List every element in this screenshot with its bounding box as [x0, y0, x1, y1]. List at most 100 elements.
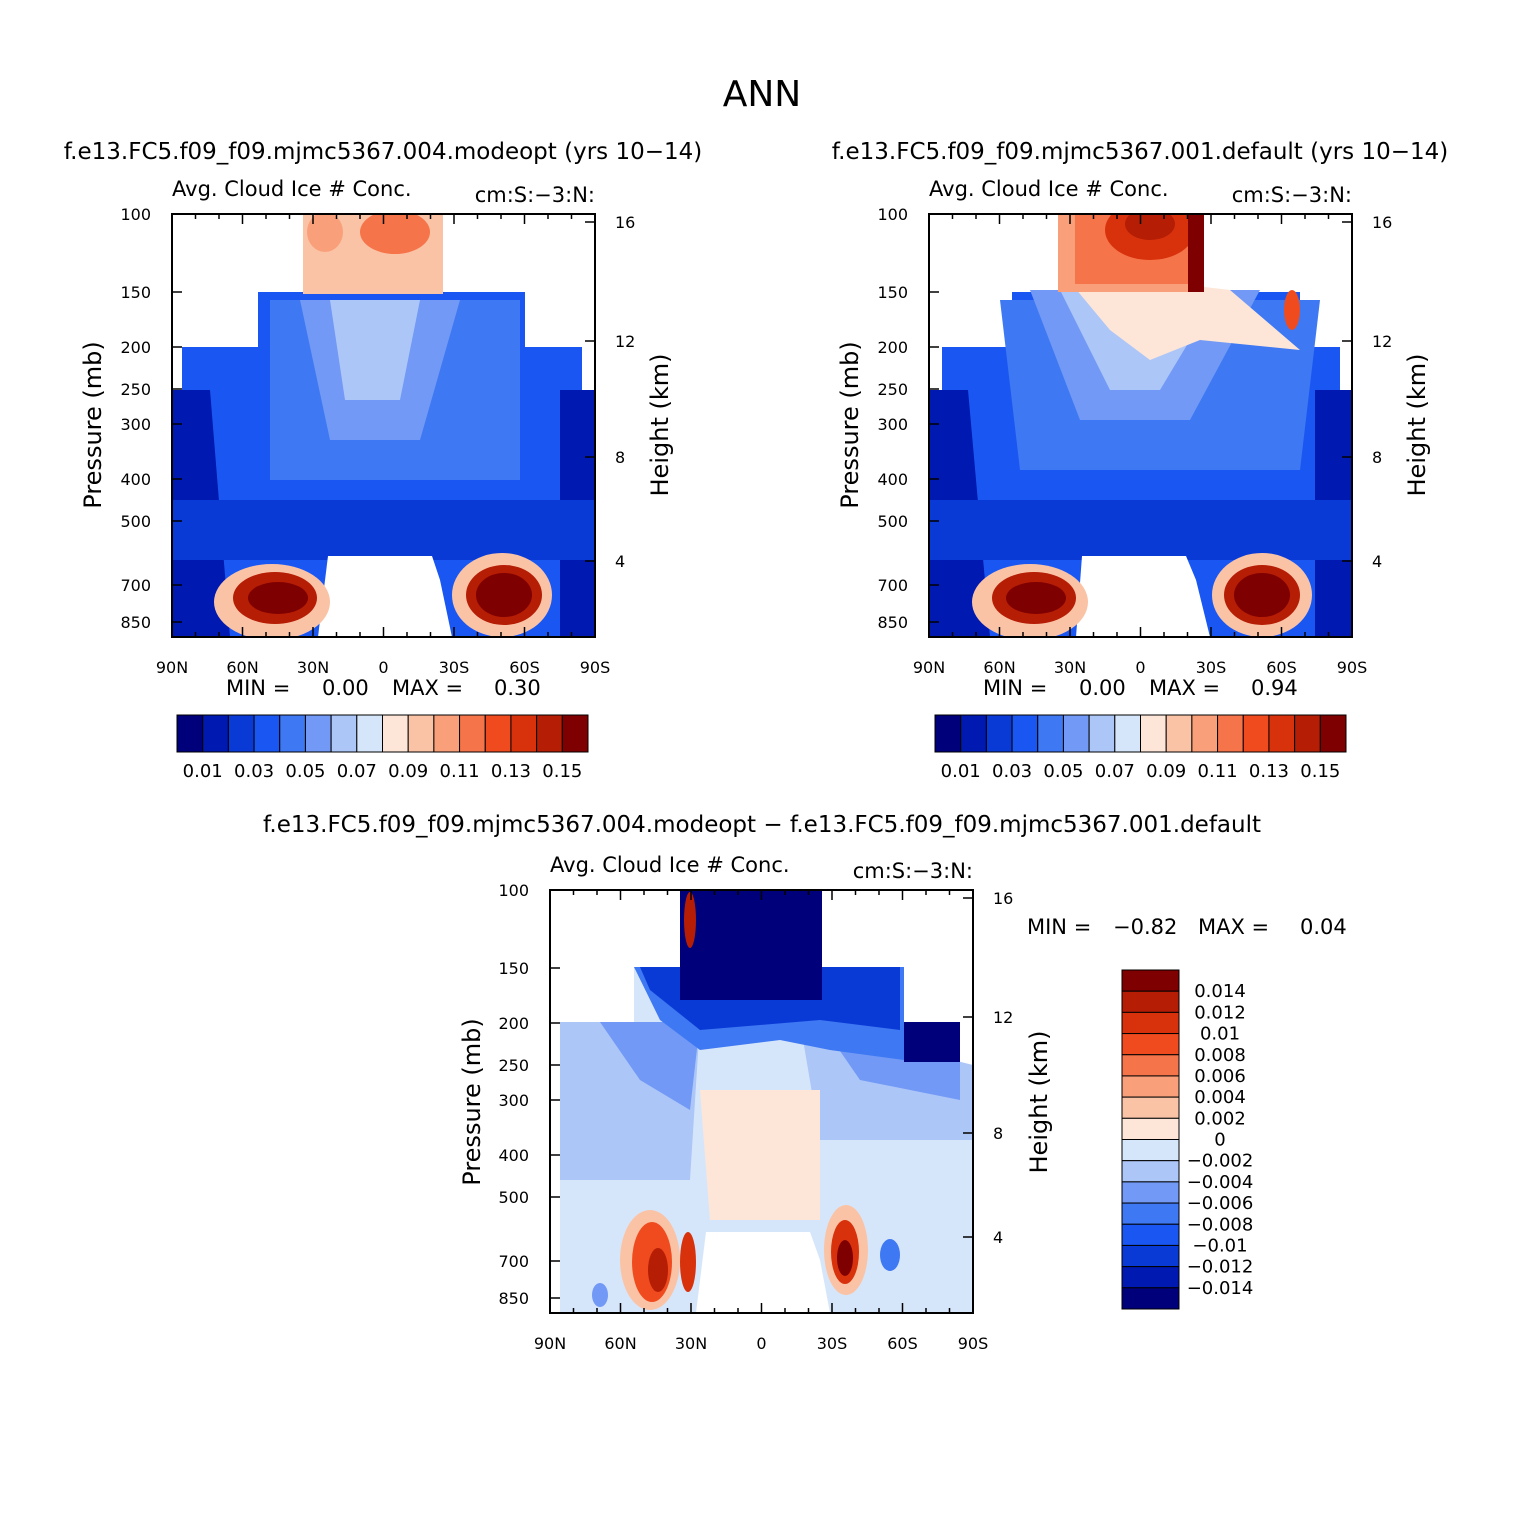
y-tick-label: 250 — [877, 380, 908, 399]
x-tick-label: 0 — [756, 1334, 766, 1353]
colorbar-swatch — [202, 714, 229, 753]
y-tick-label-right: 12 — [615, 332, 635, 351]
colorbar-label: 0.13 — [1249, 761, 1289, 782]
blob-nh-center — [248, 582, 308, 614]
y-tick-label: 500 — [877, 512, 908, 531]
colorbar-label: 0.11 — [1198, 761, 1238, 782]
y-tick-label: 850 — [120, 613, 151, 632]
x-tick-label: 60N — [983, 658, 1015, 677]
x-tick-label: 90N — [156, 658, 188, 677]
colorbar-swatch — [407, 714, 435, 753]
colorbar-label: 0.15 — [542, 761, 582, 782]
blob-sh-blue — [880, 1239, 900, 1271]
colorbar-swatch — [1121, 1075, 1180, 1098]
panel-modeopt: f.e13.FC5.f09_f09.mjmc5367.004.modeopt (… — [64, 139, 702, 782]
x-tick-label: 0 — [1135, 658, 1145, 677]
panel-difference: f.e13.FC5.f09_f09.mjmc5367.004.modeopt −… — [263, 812, 1347, 1353]
colorbar-label: −0.006 — [1187, 1193, 1254, 1214]
colorbar-swatch — [1121, 1139, 1180, 1162]
colorbar-swatch — [1268, 714, 1296, 753]
panel-subtitle-left: Avg. Cloud Ice # Conc. — [172, 177, 412, 201]
y-tick-label-right: 12 — [1372, 332, 1392, 351]
colorbar-label: −0.01 — [1192, 1235, 1247, 1256]
colorbar-swatch — [1165, 714, 1193, 753]
colorbar-label: −0.008 — [1187, 1214, 1254, 1235]
y-tick-label: 400 — [498, 1146, 529, 1165]
stat-max-label: MAX = — [392, 676, 463, 700]
panel-subtitle-left: Avg. Cloud Ice # Conc. — [929, 177, 1169, 201]
colorbar-swatch — [960, 714, 987, 753]
contour-top-core2 — [307, 214, 343, 252]
colorbar-swatch — [1121, 990, 1180, 1013]
blob-sh-center — [837, 1240, 853, 1276]
y-axis-label: Pressure (mb) — [458, 1018, 486, 1185]
contour-light-shelf — [1060, 270, 1300, 360]
colorbar-swatch — [227, 714, 255, 753]
contour-top-center — [1125, 214, 1175, 240]
y-tick-label: 300 — [877, 415, 908, 434]
x-tick-label: 60S — [887, 1334, 918, 1353]
colorbar-swatch — [1242, 714, 1270, 753]
colorbar-swatch — [279, 714, 306, 753]
colorbar: 0.01 0.03 0.05 0.07 0.09 0.11 0.13 0.15 — [934, 714, 1347, 782]
colorbar-swatch — [1011, 714, 1039, 753]
y-tick-label-right: 8 — [615, 448, 625, 467]
colorbar-swatch — [382, 714, 409, 753]
missing-surface — [696, 1232, 830, 1313]
colorbar-swatch — [1114, 714, 1141, 753]
colorbar-label: 0.006 — [1194, 1066, 1246, 1087]
colorbar-swatch — [356, 714, 383, 753]
y-tick-label: 200 — [498, 1014, 529, 1033]
y-tick-label: 700 — [877, 576, 908, 595]
colorbar-swatch — [1121, 1202, 1180, 1225]
x-ticks: 90N 60N 30N 0 30S 60S 90S — [156, 214, 610, 677]
contour-top-core — [360, 214, 430, 254]
y-tick-label-right: 4 — [1372, 552, 1382, 571]
colorbar-swatch — [330, 714, 358, 753]
x-tick-label: 30N — [1054, 658, 1086, 677]
contour-lower-dark — [929, 500, 1352, 560]
colorbar-label: 0.002 — [1194, 1108, 1246, 1129]
x-tick-label: 30S — [439, 658, 470, 677]
colorbar-swatch — [1319, 714, 1347, 753]
x-tick-label: 90S — [958, 1334, 989, 1353]
page-title: ANN — [723, 74, 802, 115]
contour-side-spot — [1284, 290, 1300, 330]
y-tick-label-right: 4 — [615, 552, 625, 571]
colorbar-label: 0.07 — [1095, 761, 1135, 782]
x-tick-label: 30S — [1196, 658, 1227, 677]
blob-sh-center — [476, 573, 532, 617]
y-tick-label: 250 — [498, 1056, 529, 1075]
y-tick-label: 300 — [498, 1091, 529, 1110]
colorbar-swatch — [1121, 1033, 1180, 1056]
contour-positive-spot — [684, 892, 696, 948]
colorbar-swatch — [1121, 1287, 1180, 1310]
blob-surface-blue — [592, 1283, 608, 1307]
y-ticks: 100 150 200 250 300 400 500 700 850 16 12 8 4 — [877, 205, 1392, 632]
x-ticks: 90N 60N 30N 0 30S 60S 90S — [913, 214, 1367, 677]
blob-nh-center — [1006, 582, 1066, 614]
colorbar-swatch — [985, 714, 1013, 753]
colorbar-swatch — [1088, 714, 1116, 753]
y-tick-label: 850 — [498, 1289, 529, 1308]
y-tick-label: 850 — [877, 613, 908, 632]
colorbar-label: 0.09 — [1146, 761, 1186, 782]
colorbar-swatch — [1217, 714, 1244, 753]
colorbar-swatch — [1121, 1266, 1180, 1289]
colorbar-swatch — [1121, 1096, 1180, 1119]
colorbar-label: 0.05 — [285, 761, 325, 782]
y-tick-label-right: 8 — [993, 1124, 1003, 1143]
y-tick-label: 400 — [120, 470, 151, 489]
colorbar-label: 0.13 — [491, 761, 531, 782]
colorbar-label: 0 — [1214, 1130, 1225, 1151]
colorbar-label: 0.01 — [183, 761, 223, 782]
y-tick-label: 250 — [120, 380, 151, 399]
y-tick-label: 700 — [120, 576, 151, 595]
y-axis-label: Pressure (mb) — [79, 341, 107, 508]
colorbar-label: 0.012 — [1194, 1002, 1246, 1023]
field-layer — [929, 214, 1352, 637]
y-axis-label: Pressure (mb) — [836, 341, 864, 508]
panel-subtitle-right: cm:S:−3:N: — [853, 859, 973, 883]
colorbar-swatch — [1121, 969, 1180, 992]
